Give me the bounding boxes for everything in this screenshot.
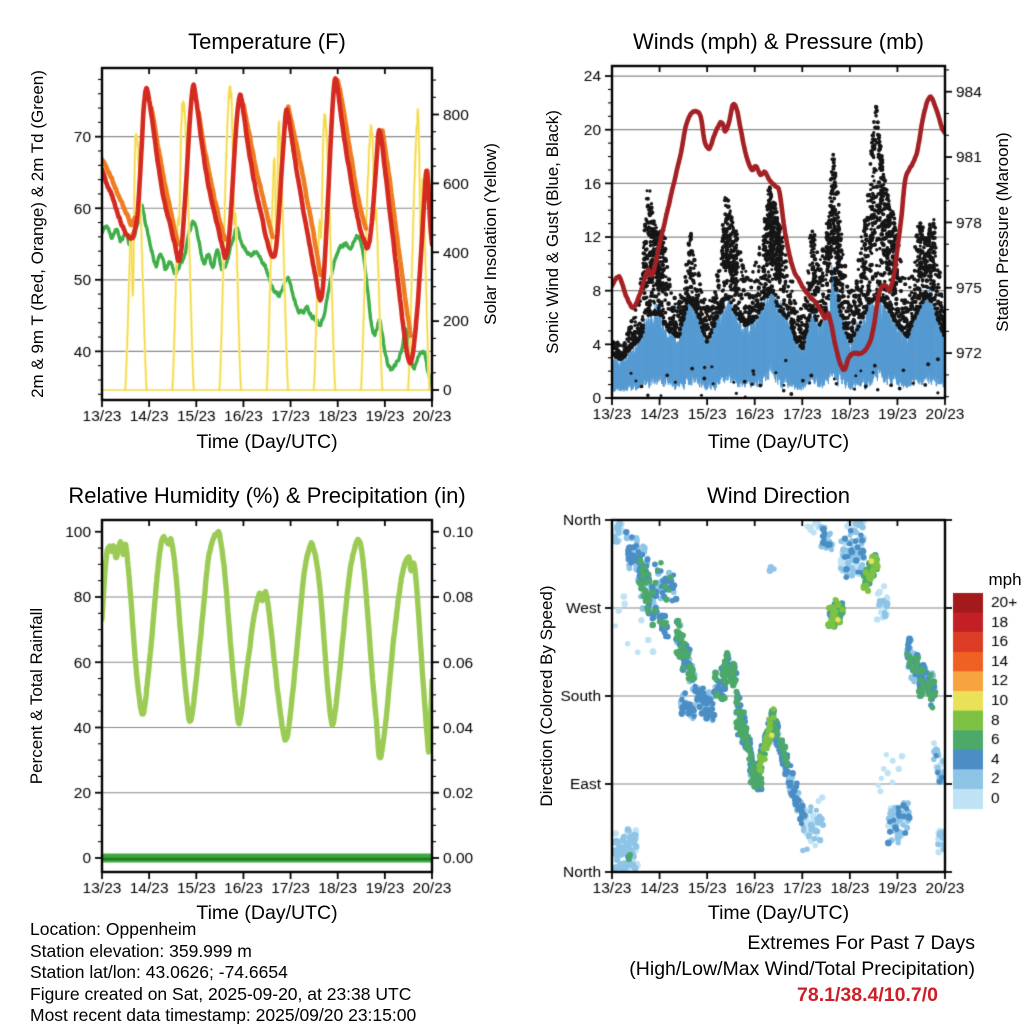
panel-title-humidity-precip: Relative Humidity (%) & Precipitation (i… xyxy=(68,483,466,508)
most-recent-data-timestamp: Most recent data timestamp: 2025/09/20 2… xyxy=(30,1005,417,1024)
panel-title-temperature: Temperature (F) xyxy=(188,29,346,54)
extremes-values: 78.1/38.4/10.7/0 xyxy=(797,984,938,1006)
extremes-title: Extremes For Past 7 Days xyxy=(747,932,975,954)
y-axis-title-solar-right: Solar Insolation (Yellow) xyxy=(481,143,500,325)
extremes-subtitle: (High/Low/Max Wind/Total Precipitation) xyxy=(629,958,975,980)
y-axis-title-humidity-left: Percent & Total Rainfall xyxy=(27,607,46,785)
x-axis-title-direction: Time (Day/UTC) xyxy=(707,902,850,924)
panel-title-wind-direction: Wind Direction xyxy=(706,483,851,508)
station-location: Location: Oppenheim xyxy=(30,919,197,939)
y-axis-title-direction-left: Direction (Colored By Speed) xyxy=(537,585,556,807)
x-axis-title-winds: Time (Day/UTC) xyxy=(707,431,850,453)
y-axis-title-pressure-right: Station Pressure (Maroon) xyxy=(993,132,1012,332)
colorbar-unit-label: mph xyxy=(988,570,1022,589)
y-axis-title-temperature-left: 2m & 9m T (Red, Orange) & 2m Td (Green) xyxy=(28,70,47,398)
y-axis-title-wind-left: Sonic Wind & Gust (Blue, Black) xyxy=(543,110,562,354)
x-axis-title-temperature: Time (Day/UTC) xyxy=(196,431,338,453)
station-elevation: Station elevation: 359.999 m xyxy=(30,941,252,961)
panel-title-winds-pressure: Winds (mph) & Pressure (mb) xyxy=(633,29,924,54)
x-axis-title-humidity: Time (Day/UTC) xyxy=(196,902,338,924)
station-latlon: Station lat/lon: 43.0626; -74.6654 xyxy=(30,962,288,982)
figure-created-timestamp: Figure created on Sat, 2025-09-20, at 23… xyxy=(30,984,412,1004)
